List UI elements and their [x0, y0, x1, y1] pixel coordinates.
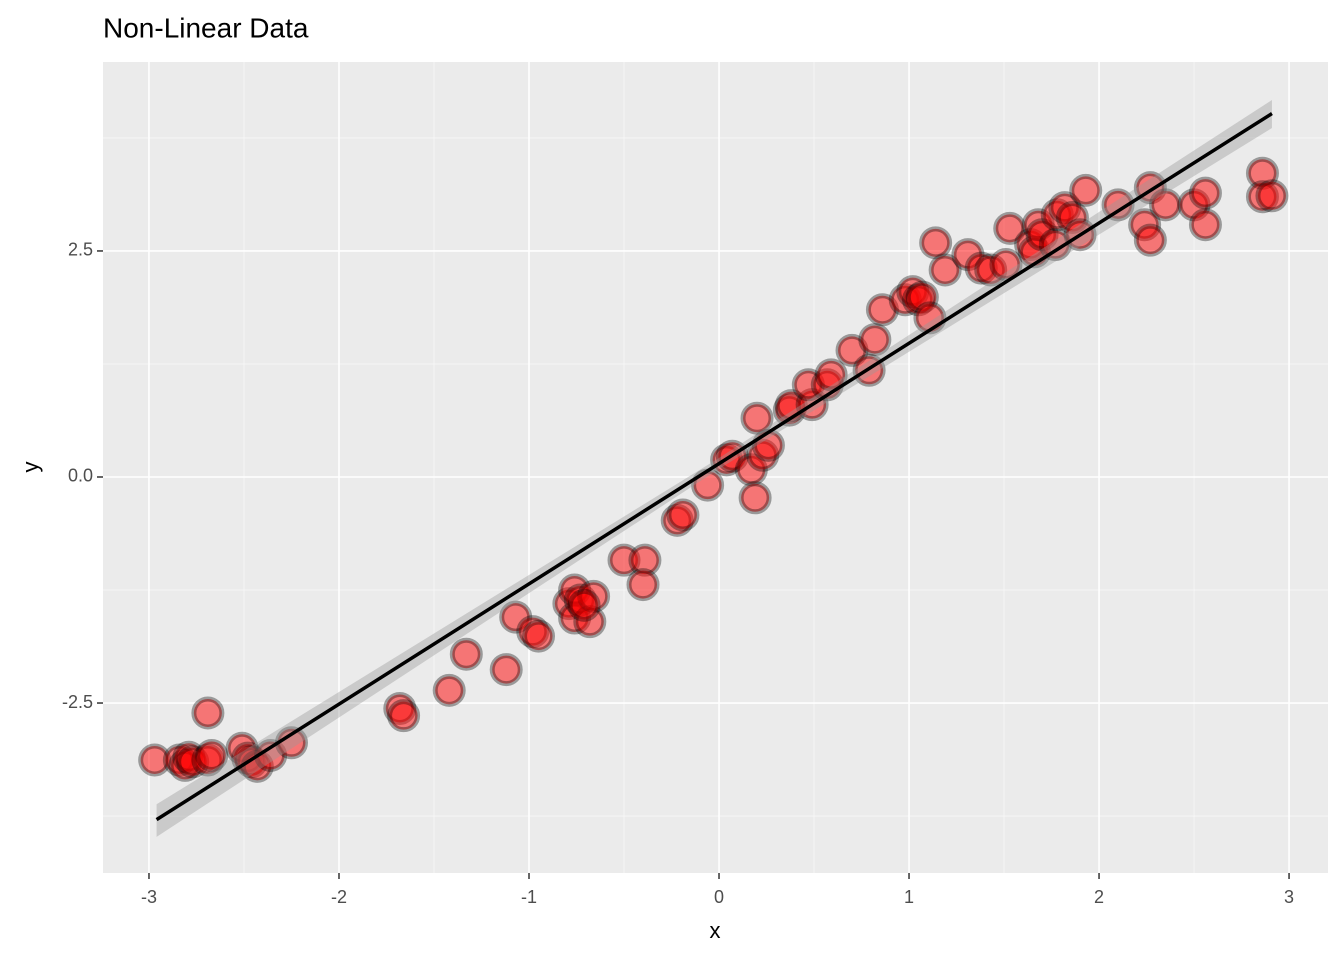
- point: [740, 401, 774, 435]
- y-tick-label: 2.5: [68, 240, 93, 260]
- point: [928, 253, 962, 287]
- point: [1149, 188, 1183, 222]
- point: [1069, 173, 1103, 207]
- point: [195, 738, 229, 772]
- point: [567, 588, 601, 622]
- point: [1188, 176, 1222, 210]
- point: [666, 498, 700, 532]
- x-tick-label: 1: [904, 887, 914, 907]
- x-tick-label: -1: [521, 887, 537, 907]
- point: [626, 568, 660, 602]
- fit-line: [155, 112, 1273, 822]
- y-tick-label: -2.5: [62, 692, 93, 712]
- point: [1038, 228, 1072, 262]
- point: [989, 248, 1023, 282]
- point: [993, 211, 1027, 245]
- point: [387, 699, 421, 733]
- x-tick-label: -3: [141, 887, 157, 907]
- point: [919, 226, 953, 260]
- x-tick-label: -2: [331, 887, 347, 907]
- point: [449, 637, 483, 671]
- point: [814, 358, 848, 392]
- y-axis-label: y: [18, 462, 43, 473]
- point: [432, 673, 466, 707]
- chart-title: Non-Linear Data: [103, 12, 309, 43]
- point: [1133, 223, 1167, 257]
- point: [522, 619, 556, 653]
- x-axis-label: x: [710, 918, 721, 943]
- point: [1188, 208, 1222, 242]
- x-tick-label: 3: [1284, 887, 1294, 907]
- point: [1101, 188, 1135, 222]
- y-tick-label: 0.0: [68, 466, 93, 486]
- x-tick-label: 2: [1094, 887, 1104, 907]
- point: [1255, 179, 1289, 213]
- x-tick-label: 0: [714, 887, 724, 907]
- point: [191, 696, 225, 730]
- point: [738, 481, 772, 515]
- point: [489, 653, 523, 687]
- point: [858, 323, 892, 357]
